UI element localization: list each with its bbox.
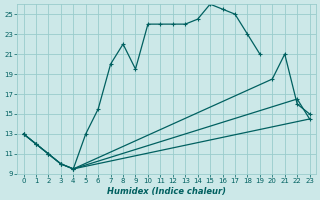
X-axis label: Humidex (Indice chaleur): Humidex (Indice chaleur) <box>107 187 226 196</box>
